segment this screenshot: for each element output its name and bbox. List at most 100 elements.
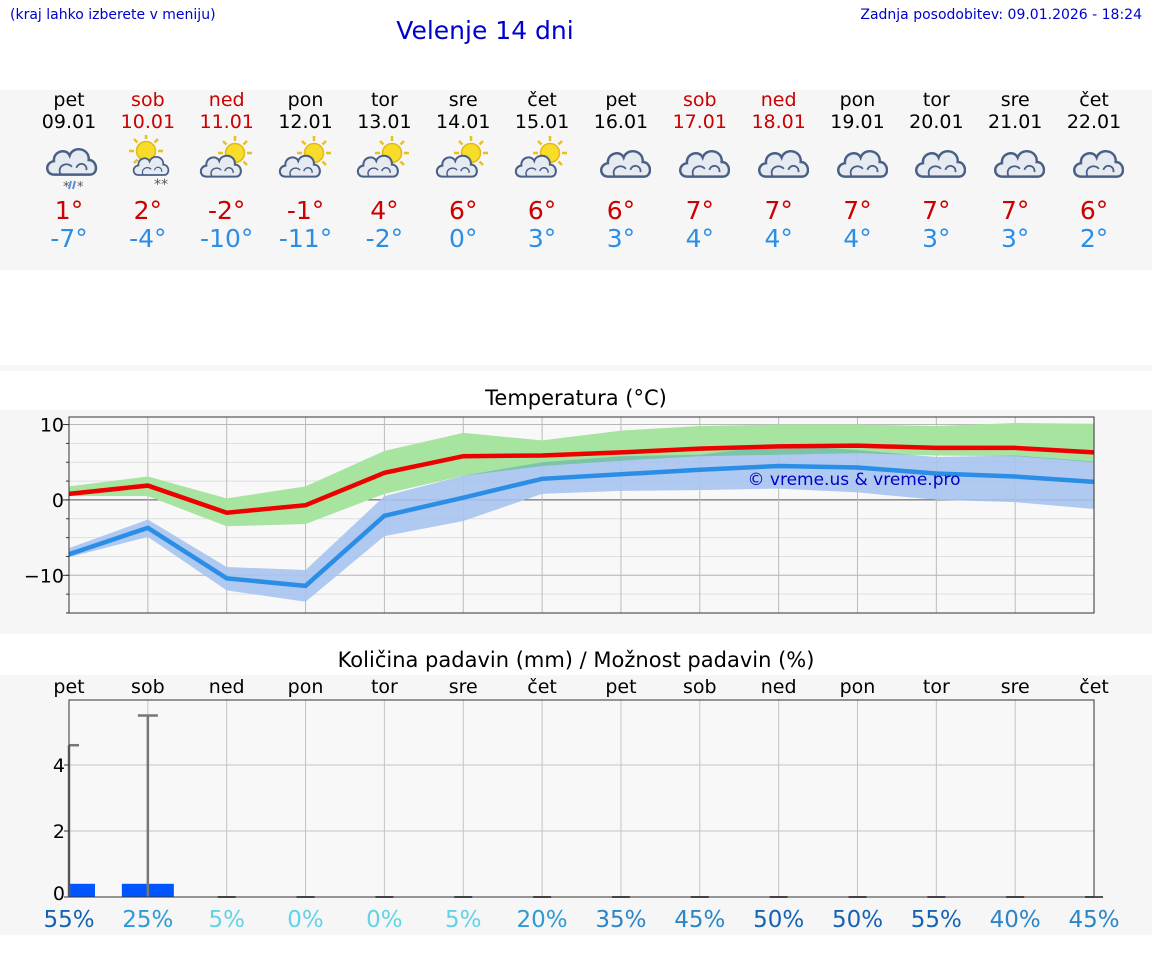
precipitation-probability: 20% — [517, 907, 568, 933]
precipitation-plot-frame — [68, 699, 1095, 898]
precipitation-day-label: pon — [840, 676, 876, 698]
day-name: čet — [527, 89, 557, 111]
last-updated: Zadnja posodobitev: 09.01.2026 - 18:24 — [860, 7, 1142, 23]
day-min-temp: -7° — [50, 224, 88, 253]
day-max-temp: 7° — [843, 196, 872, 225]
day-forecast: tor 13.01 4° -2° — [344, 89, 424, 253]
temperature-ytick-label: −10 — [24, 565, 64, 587]
cloud-icon — [836, 150, 888, 178]
day-date: 11.01 — [199, 111, 254, 133]
day-name: ned — [760, 89, 797, 111]
precipitation-day-label: pet — [605, 676, 636, 698]
precipitation-probability: 45% — [1068, 907, 1119, 933]
day-forecast: ned 18.01 7° 4° — [739, 89, 819, 253]
precipitation-day-label: tor — [371, 676, 398, 698]
day-name: čet — [1079, 89, 1109, 111]
day-name: sob — [683, 89, 717, 111]
day-max-temp: -2° — [207, 196, 246, 225]
day-forecast: tor 20.01 7° 3° — [896, 89, 976, 253]
day-name: tor — [370, 89, 398, 111]
sun-cloud-icon — [278, 136, 331, 178]
day-date: 15.01 — [514, 111, 570, 133]
day-forecast: ned 11.01 -2° -10° — [187, 89, 267, 253]
temperature-chart: 10 0 −10 © vreme.us & vreme.pro — [24, 415, 1095, 614]
cloud-icon — [1073, 150, 1125, 178]
day-name: tor — [922, 89, 950, 111]
day-max-temp: 7° — [922, 196, 951, 225]
cloud-icon — [599, 150, 651, 178]
day-name: ned — [208, 89, 245, 111]
day-max-temp: 4° — [370, 196, 399, 225]
precipitation-day-label: sob — [683, 676, 717, 698]
separator-panel — [0, 365, 1152, 371]
day-min-temp: 4° — [764, 224, 793, 253]
precipitation-day-label: čet — [527, 676, 557, 698]
day-max-temp: 6° — [527, 196, 557, 225]
day-date: 21.01 — [987, 111, 1043, 133]
day-forecast: čet 22.01 6° 2° — [1054, 89, 1134, 253]
precipitation-day-label: ned — [209, 676, 245, 698]
precipitation-probability: 45% — [674, 907, 725, 933]
precipitation-chart: pet sob ned pon tor sre čet pet sob ned pon tor sre č… — [43, 676, 1119, 933]
day-max-temp: 7° — [1000, 196, 1030, 225]
day-date: 12.01 — [278, 111, 333, 133]
svg-text:*: * — [63, 180, 70, 191]
day-date: 09.01 — [41, 111, 97, 133]
precipitation-probability: 50% — [753, 907, 804, 933]
day-min-temp: -11° — [278, 224, 333, 253]
day-min-temp: 0° — [449, 224, 478, 253]
precipitation-probability: 25% — [122, 907, 173, 933]
sun-cloud-icon — [199, 136, 252, 178]
sun-cloud-snow-icon: ** — [128, 135, 170, 191]
temperature-ytick-label: 0 — [52, 490, 64, 512]
cloud-icon — [994, 150, 1046, 178]
precipitation-day-label: sre — [1001, 676, 1030, 698]
day-name: pet — [53, 89, 85, 111]
cloud-snow-rain-icon: * * — [46, 148, 98, 191]
day-forecast: sre 14.01 6° 0° — [423, 89, 503, 253]
max-temp-band — [69, 423, 1095, 527]
day-name: sre — [1000, 89, 1030, 111]
precipitation-probability: 40% — [990, 907, 1041, 933]
day-forecast: sob 17.01 7° 4° — [660, 89, 740, 253]
day-date: 18.01 — [751, 111, 806, 133]
watermark: © vreme.us & vreme.pro — [747, 470, 960, 490]
sun-cloud-icon — [514, 136, 568, 178]
cloud-icon — [678, 150, 730, 178]
day-min-temp: -10° — [200, 224, 254, 253]
max-temp-line — [68, 443, 1095, 516]
precipitation-probability: 55% — [43, 907, 94, 933]
precipitation-plot-area — [69, 700, 1094, 897]
precipitation-day-label: čet — [1079, 676, 1109, 698]
day-date: 10.01 — [120, 111, 176, 133]
day-forecast: sre 21.01 7° 3° — [975, 89, 1055, 253]
temperature-plot-frame — [68, 416, 1095, 614]
day-min-temp: 3° — [606, 224, 636, 253]
day-name: pon — [287, 89, 324, 111]
day-forecast: pet 16.01 6° 3° — [581, 89, 661, 253]
precipitation-day-label: pet — [53, 676, 84, 698]
precipitation-ytick-label: 2 — [53, 821, 65, 843]
precipitation-probability: 5% — [445, 907, 482, 933]
day-max-temp: 1° — [54, 196, 84, 225]
precipitation-day-label: sob — [131, 676, 165, 698]
cloud-icon — [915, 150, 967, 178]
temperature-chart-title: Temperatura (°C) — [485, 386, 667, 410]
day-min-temp: 4° — [843, 224, 872, 253]
precipitation-bar — [69, 883, 95, 897]
day-min-temp: -2° — [365, 224, 404, 253]
day-min-temp: 4° — [685, 224, 714, 253]
svg-text:**: ** — [154, 177, 168, 191]
forecast-panel — [0, 90, 1152, 270]
sun-cloud-icon — [436, 136, 489, 178]
precipitation-ytick-label: 4 — [53, 755, 65, 777]
day-forecast: pet 09.01 * * 1° -7° — [29, 89, 109, 253]
day-date: 13.01 — [357, 111, 412, 133]
precipitation-ytick-label: 0 — [53, 883, 65, 905]
day-date: 22.01 — [1066, 111, 1122, 133]
cloud-icon — [757, 150, 809, 178]
sun-cloud-icon — [357, 136, 410, 178]
temperature-ytick-label: 10 — [40, 415, 64, 437]
day-max-temp: 7° — [685, 196, 714, 225]
